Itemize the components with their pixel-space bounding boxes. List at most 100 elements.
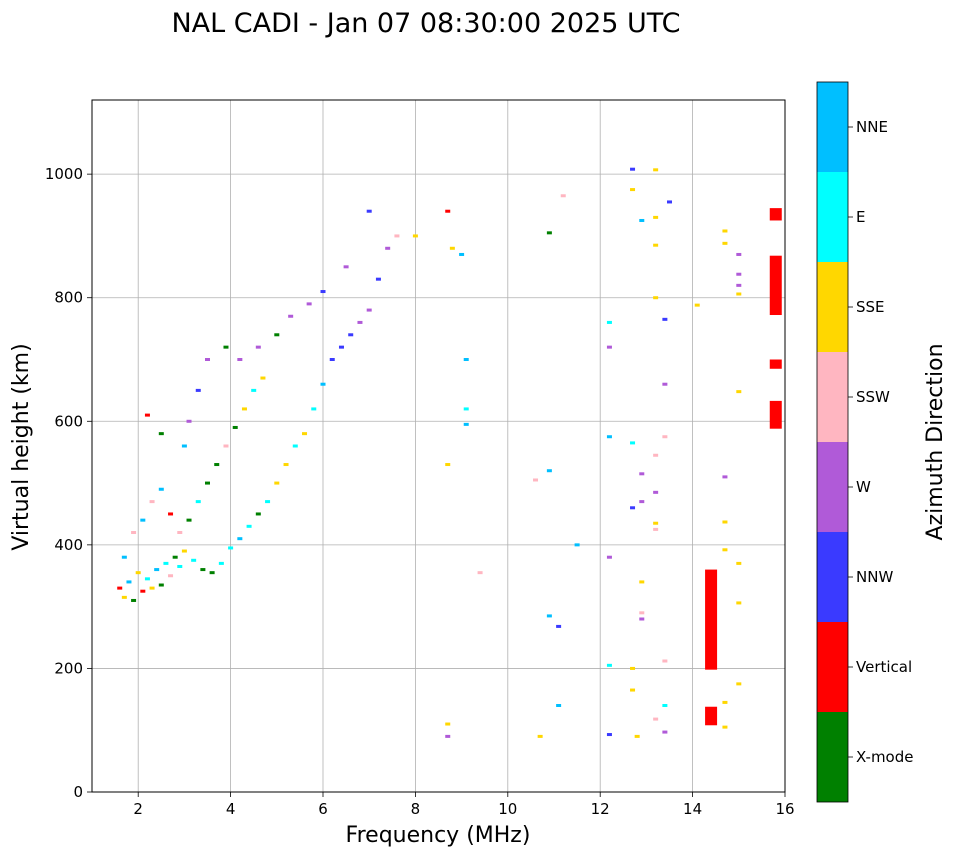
data-point [338,345,344,349]
data-point [639,472,645,476]
data-point [556,704,562,707]
data-point [722,229,728,233]
data-point [537,734,543,738]
data-point [205,481,210,485]
data-point [662,730,668,734]
colorbar-label: Vertical [856,658,912,676]
data-point [163,561,169,565]
y-axis-title: Virtual height (km) [9,343,34,550]
data-point [477,571,483,575]
data-point [274,333,280,337]
x-axis-ticks: 2 4 6 8 10 12 14 16 [133,792,795,818]
data-point [634,734,640,738]
data-point [463,358,469,361]
data-point [630,506,636,510]
data-point [288,314,294,318]
data-point [653,453,659,457]
data-point [463,407,469,411]
data-point [302,432,308,436]
data-point [140,589,146,593]
data-point [662,659,668,663]
data-point [158,583,164,587]
x-tick-label: 4 [226,800,236,818]
data-point [195,388,201,392]
x-tick-label: 14 [683,800,702,818]
colorbar-label: E [856,208,865,226]
data-bar [769,208,782,221]
data-point [445,463,451,467]
colorbar-label: NNE [856,118,888,136]
data-point [630,167,636,171]
data-point [556,624,562,628]
data-point [144,577,150,581]
data-point [662,382,668,386]
data-point [736,292,742,296]
data-point [394,234,400,238]
y-tick-label: 1000 [45,165,83,183]
colorbar-segment [817,712,848,802]
data-point [320,290,326,294]
chart-title: NAL CADI - Jan 07 08:30:00 2025 UTC [171,8,680,39]
data-point [135,571,141,575]
data-point [445,722,451,726]
data-point [140,518,146,522]
colorbar-segment [817,442,848,532]
data-point [181,549,187,553]
data-point [736,682,742,686]
data-point [260,376,266,380]
data-point [606,345,612,349]
data-point [357,320,363,324]
data-point [653,296,659,300]
y-tick-label: 0 [73,783,83,801]
data-point [639,611,645,615]
colorbar-segment [817,82,848,172]
data-point [144,413,150,417]
data-point [223,444,229,448]
data-point [149,586,155,590]
data-point [255,345,261,349]
data-point [241,407,247,411]
y-tick-label: 400 [54,536,83,554]
data-bar [705,569,718,670]
colorbar-label: SSE [856,298,885,316]
x-tick-label: 16 [775,800,794,818]
colorbar-label: NNW [856,568,893,586]
data-point [366,209,372,213]
data-point [722,520,728,524]
data-bar [705,706,718,726]
data-point [131,531,137,534]
data-point [375,277,381,281]
data-point [412,234,418,238]
data-point [320,382,326,386]
data-point [639,580,645,584]
data-point [228,546,234,550]
colorbar-frame [816,81,849,803]
data-point [653,527,659,531]
data-point [630,441,636,445]
data-point [459,252,465,256]
x-tick-label: 8 [411,800,421,818]
data-point [736,390,742,394]
data-point [154,568,160,572]
data-point [306,302,312,306]
data-point [232,425,238,429]
data-point [639,218,645,222]
data-point [722,725,728,729]
data-point [237,358,243,361]
data-point [205,358,210,361]
colorbar-segment [817,532,848,622]
data-point [172,555,178,559]
data-point [255,512,261,516]
data-point [736,561,742,565]
data-point [214,463,220,467]
data-point [630,188,636,192]
data-point [606,663,612,667]
plot-frame [91,99,786,793]
data-point [218,561,224,565]
data-point [662,317,668,321]
data-point [131,598,137,602]
data-point [126,580,132,584]
colorbar-title: Azimuth Direction [923,343,948,540]
y-axis-ticks: 0 200 400 600 800 1000 [45,165,92,801]
y-tick-label: 200 [54,659,83,677]
